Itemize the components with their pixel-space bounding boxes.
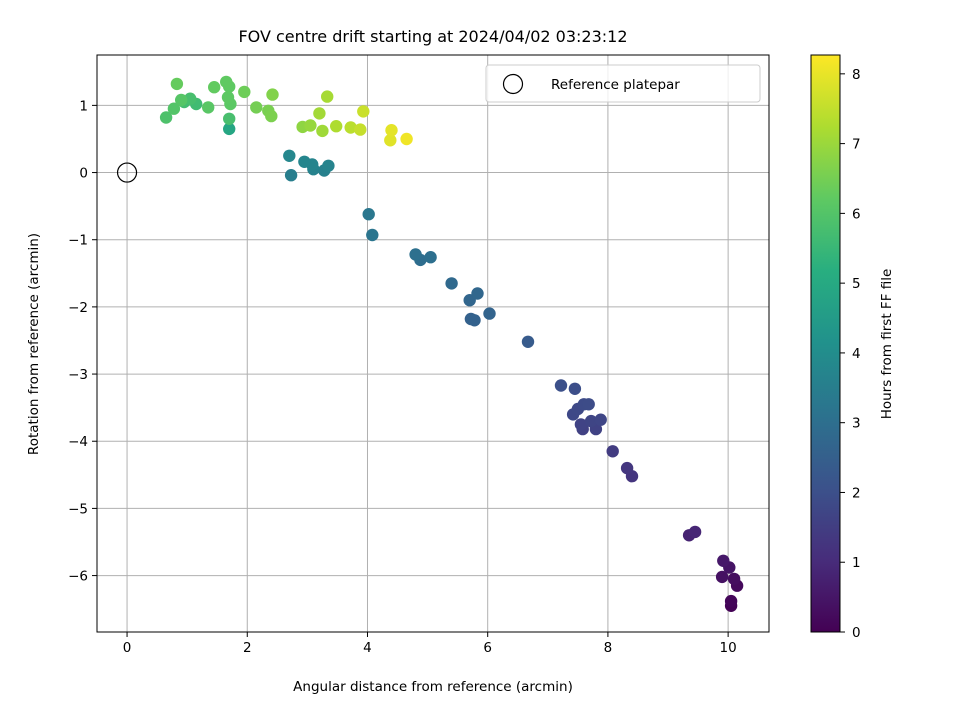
data-point bbox=[250, 101, 263, 114]
data-point bbox=[724, 594, 738, 608]
data-point bbox=[362, 208, 375, 221]
data-point bbox=[330, 120, 343, 133]
data-point bbox=[321, 90, 334, 103]
data-point bbox=[620, 461, 634, 475]
y-tick-label: −3 bbox=[68, 367, 88, 383]
y-axis-label: Rotation from reference (arcmin) bbox=[26, 233, 42, 455]
colorbar-tick-label: 3 bbox=[852, 416, 861, 432]
x-tick-label: 0 bbox=[123, 640, 132, 656]
data-point bbox=[606, 445, 619, 458]
data-point bbox=[220, 75, 233, 89]
colorbar-tick-label: 1 bbox=[852, 555, 861, 571]
data-point bbox=[313, 107, 326, 120]
legend-label-reference: Reference platepar bbox=[551, 77, 680, 93]
y-tick-label: −1 bbox=[68, 233, 88, 249]
y-tick-label: 0 bbox=[79, 166, 88, 182]
data-point bbox=[266, 88, 279, 101]
colorbar-gradient bbox=[810, 54, 841, 633]
data-point bbox=[202, 101, 215, 114]
legend-box bbox=[485, 64, 761, 103]
plot-frame bbox=[96, 54, 770, 633]
data-point bbox=[727, 572, 741, 586]
data-point bbox=[223, 122, 236, 136]
colorbar-tick-label: 6 bbox=[852, 206, 861, 222]
data-point bbox=[357, 105, 370, 118]
y-tick-label: −4 bbox=[68, 434, 88, 450]
data-point bbox=[208, 81, 221, 94]
colorbar-ticks: 0 1 2 3 4 5 6 7 8 bbox=[840, 67, 861, 641]
data-point bbox=[175, 93, 188, 107]
data-point bbox=[582, 398, 595, 411]
data-point bbox=[521, 335, 535, 348]
x-axis-label: Angular distance from reference (arcmin) bbox=[293, 679, 573, 695]
x-tick-label: 2 bbox=[243, 640, 252, 656]
data-point bbox=[322, 159, 335, 172]
x-axis-ticks: 0 2 4 6 8 10 bbox=[123, 632, 737, 656]
data-points bbox=[159, 75, 744, 612]
reference-platepar-marker bbox=[116, 162, 138, 183]
data-point bbox=[223, 112, 236, 126]
data-point bbox=[304, 119, 317, 132]
data-point bbox=[471, 287, 484, 300]
data-point bbox=[574, 418, 588, 431]
data-point bbox=[483, 307, 496, 320]
y-axis-ticks: 1 0 −1 −2 −3 −4 −5 −6 bbox=[68, 98, 97, 585]
colorbar-tick-label: 7 bbox=[852, 137, 861, 153]
colorbar: 0 1 2 3 4 5 6 7 8 Hours from first FF file bbox=[810, 54, 895, 641]
grid-lines bbox=[97, 55, 769, 632]
data-point bbox=[384, 134, 397, 147]
y-tick-label: −2 bbox=[68, 300, 88, 316]
colorbar-tick-label: 4 bbox=[852, 346, 861, 362]
colorbar-label: Hours from first FF file bbox=[879, 269, 895, 420]
data-point bbox=[354, 123, 367, 136]
data-point bbox=[344, 121, 357, 134]
data-point bbox=[445, 277, 458, 290]
data-point bbox=[554, 379, 568, 392]
data-point bbox=[385, 124, 398, 137]
data-point bbox=[221, 91, 235, 104]
data-point bbox=[715, 570, 729, 584]
y-tick-label: 1 bbox=[79, 98, 88, 114]
reference-marker-group bbox=[116, 162, 138, 183]
data-point bbox=[468, 314, 481, 327]
colorbar-tick-label: 5 bbox=[852, 276, 861, 292]
x-tick-label: 4 bbox=[363, 640, 372, 656]
data-point bbox=[238, 85, 251, 99]
data-point bbox=[167, 102, 181, 115]
x-tick-label: 10 bbox=[720, 640, 737, 656]
data-point bbox=[283, 149, 296, 162]
data-point bbox=[170, 77, 184, 91]
colorbar-tick-label: 8 bbox=[852, 67, 861, 83]
data-point bbox=[316, 124, 329, 138]
legend-marker-reference bbox=[502, 73, 524, 95]
colorbar-tick-label: 2 bbox=[852, 485, 861, 501]
legend: Reference platepar bbox=[485, 64, 761, 103]
data-point bbox=[265, 109, 278, 123]
x-tick-label: 6 bbox=[483, 640, 492, 656]
data-point bbox=[568, 382, 582, 395]
data-point bbox=[409, 248, 422, 261]
x-tick-label: 8 bbox=[604, 640, 613, 656]
colorbar-tick-label: 0 bbox=[852, 625, 861, 641]
data-point bbox=[284, 169, 298, 182]
chart-title: FOV centre drift starting at 2024/04/02 … bbox=[238, 27, 627, 46]
data-point bbox=[717, 554, 730, 567]
y-tick-label: −6 bbox=[68, 569, 88, 585]
data-point bbox=[594, 413, 607, 426]
data-point bbox=[366, 228, 379, 242]
data-point bbox=[159, 111, 173, 124]
data-point bbox=[424, 251, 437, 264]
y-tick-label: −5 bbox=[68, 501, 88, 517]
data-point bbox=[400, 132, 413, 146]
data-point bbox=[298, 155, 311, 168]
data-point bbox=[688, 525, 702, 539]
data-point bbox=[584, 414, 598, 428]
